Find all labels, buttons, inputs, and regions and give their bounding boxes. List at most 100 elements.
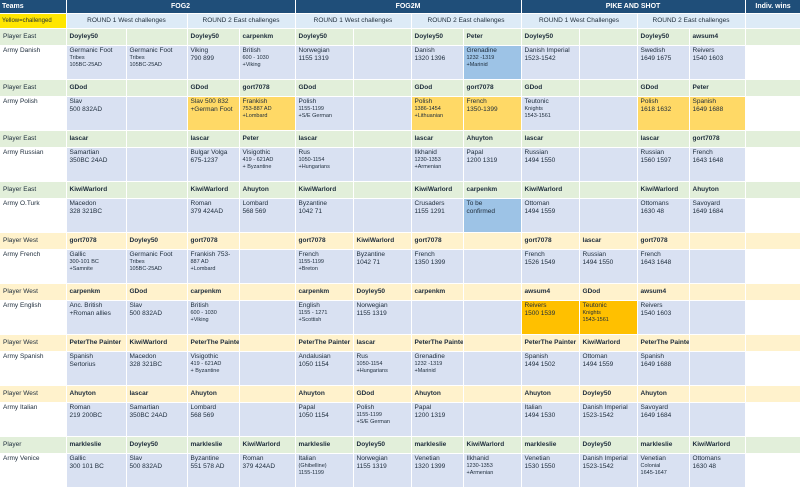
army-text: Polish	[356, 404, 375, 411]
army-cell: Roman 219 200BC	[66, 402, 127, 437]
army-text: 1232 -1319	[414, 361, 443, 367]
player-name-cell	[463, 334, 522, 352]
army-text: Venetian	[640, 455, 666, 462]
army-text: + Byzantine	[190, 367, 220, 374]
row-label: Army Venice	[0, 453, 67, 488]
army-cell: French 1350 1399	[411, 249, 464, 284]
army-cell	[239, 300, 296, 335]
army-text: 600 - 1030	[190, 310, 217, 316]
army-text: 328 321BC	[129, 361, 163, 368]
player-name-cell: KiwiWarlord	[521, 181, 580, 199]
army-text: 1649 1688	[640, 361, 672, 368]
army-text: 675-1237	[190, 157, 218, 164]
player-name-cell: Peter	[463, 28, 522, 46]
army-text: French	[640, 251, 661, 258]
army-text: Norwegian	[356, 455, 388, 462]
army-cell: Ottoman 1494 1559	[521, 198, 580, 233]
army-row: Army Spanish Spanish Sertorius Macedon 328 3…	[0, 351, 800, 386]
army-text: 1523-1542	[524, 55, 556, 62]
army-text: 328 321BC	[69, 208, 103, 215]
army-text: English	[298, 302, 320, 309]
army-cell: Papal 1200 1319	[463, 147, 522, 182]
army-text: Slav 500 832	[190, 98, 229, 105]
army-cell	[689, 351, 746, 386]
army-text: 1649 1684	[692, 208, 724, 215]
army-text: 1230-1353	[466, 463, 493, 469]
row-label: Player East	[0, 79, 67, 97]
army-cell	[579, 147, 638, 182]
army-cell: Ottomans 1630 48	[637, 198, 690, 233]
army-text: 1155 1319	[356, 310, 387, 317]
army-text: Sertorius	[69, 361, 96, 368]
army-text: 1500 1539	[524, 310, 556, 317]
player-name-cell	[353, 79, 412, 97]
army-cell: Russian 1494 1550	[579, 249, 638, 284]
army-text: 1200 1319	[414, 412, 446, 419]
army-text: + Byzantine	[242, 163, 272, 170]
army-text: Savoyard	[692, 200, 720, 207]
army-text: 419 - 621AD	[242, 157, 274, 163]
army-text: Rus	[356, 353, 369, 360]
army-text: 1155-1199	[298, 469, 325, 476]
army-text: +S/E German	[356, 418, 390, 425]
indiv-wins-cell	[745, 181, 800, 199]
player-name-cell	[463, 385, 522, 403]
army-row: Army Italian Roman 219 200BC Samartian 350BC…	[0, 402, 800, 437]
army-cell: Danish Imperial 1523-1542	[521, 45, 580, 80]
player-name-cell: GDod	[521, 79, 580, 97]
player-name-cell: carpenkm	[295, 283, 354, 301]
player-name-cell	[579, 130, 638, 148]
army-text: Venetian	[524, 455, 550, 462]
army-cell	[126, 198, 188, 233]
army-cell: Italian 1494 1530	[521, 402, 580, 437]
army-cell: Polish 1155-1199 +S/E German	[353, 402, 412, 437]
player-row: Player West Ahuyton lascar Ahuyton Ahuyton GD…	[0, 385, 800, 403]
army-text: 1618 1632	[640, 106, 672, 113]
army-cell: French 1526 1549	[521, 249, 580, 284]
army-cell: Reivers 1540 1603	[689, 45, 746, 80]
header-row-groups: Teams FOG2 FOG2M PIKE AND SHOT Indiv. wi…	[0, 0, 800, 14]
army-text: 300-101 BC	[69, 259, 99, 265]
group-header-pike-and-shot: PIKE AND SHOT	[521, 0, 746, 14]
army-text: 551 578 AD	[190, 463, 225, 470]
army-text: Tribes	[69, 55, 85, 61]
army-cell: Andalusian 1050 1154	[295, 351, 354, 386]
indiv-wins-cell	[745, 249, 800, 284]
indiv-wins-cell	[745, 147, 800, 182]
army-cell: Spanish Sertorius	[66, 351, 127, 386]
army-text: 1230-1353	[414, 157, 441, 163]
army-row: Army O.Turk Macedon 328 321BC Roman 379 424A…	[0, 198, 800, 233]
army-text: 1560 1597	[640, 157, 672, 164]
player-name-cell: lascar	[353, 334, 412, 352]
army-text: Ottoman	[524, 200, 550, 207]
army-text: Swedish	[640, 47, 666, 54]
player-name-cell	[579, 181, 638, 199]
army-cell: Spanish 1649 1688	[637, 351, 690, 386]
army-text: Norwegian	[356, 302, 388, 309]
army-text: Spanish	[692, 98, 717, 105]
army-cell: Macedon 328 321BC	[66, 198, 127, 233]
player-name-cell: Peter	[689, 79, 746, 97]
row-label: Player East	[0, 130, 67, 148]
army-text: 500 832AD	[129, 463, 163, 470]
player-name-cell: PeterThe Painter	[66, 334, 127, 352]
army-cell: Russian 1494 1550	[521, 147, 580, 182]
army-text: Ottomans	[640, 200, 669, 207]
army-text: 1643 1648	[640, 259, 672, 266]
army-text: Polish	[414, 98, 433, 105]
army-text: 419 - 621AD	[190, 361, 222, 367]
army-text: 1050 1154	[298, 412, 329, 419]
army-cell: Slav 500 832AD	[126, 300, 188, 335]
player-name-cell: markleslie	[521, 436, 580, 454]
army-text: Ilkhanid	[414, 149, 437, 156]
army-text: Knights	[582, 310, 601, 316]
player-name-cell	[463, 232, 522, 250]
indiv-wins-cell	[745, 436, 800, 454]
army-text: Russian	[582, 251, 606, 258]
player-name-cell: lascar	[637, 130, 690, 148]
player-name-cell	[239, 283, 296, 301]
army-text: Danish Imperial	[582, 404, 628, 411]
army-cell	[579, 45, 638, 80]
group-header-fog2: FOG2	[66, 0, 296, 14]
row-label: Player	[0, 436, 67, 454]
